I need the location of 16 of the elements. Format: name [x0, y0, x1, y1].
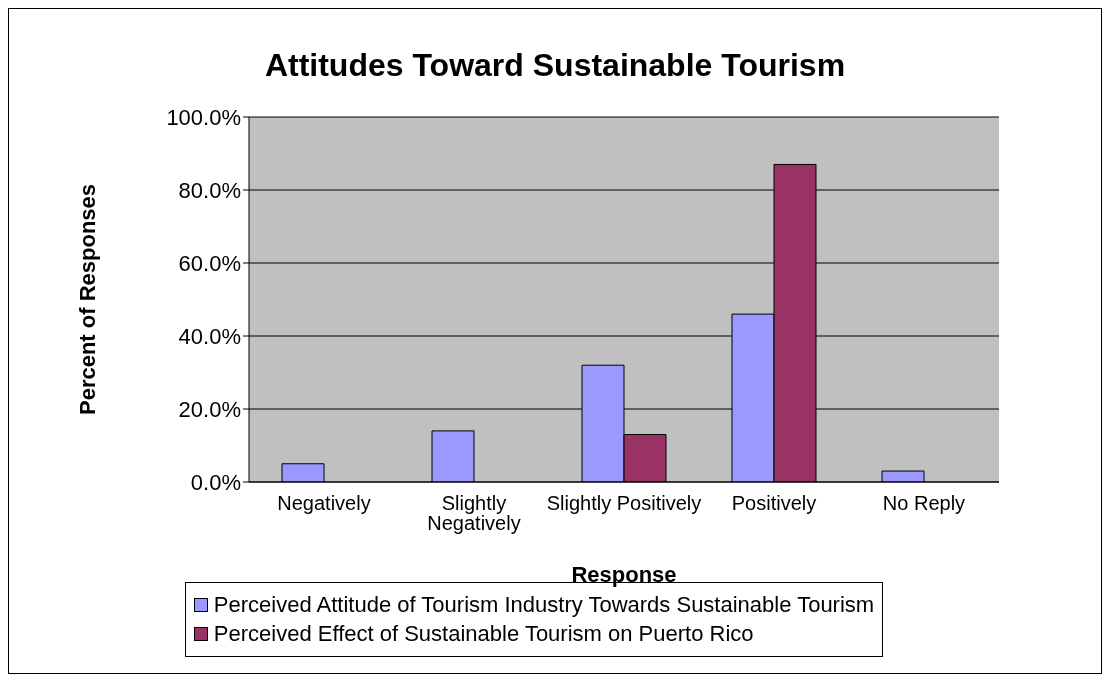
legend-label: Perceived Attitude of Tourism Industry Towards Sustainable Tourism	[213, 592, 875, 618]
x-tick-label: Slightly Positively	[546, 492, 702, 515]
x-axis-title: Response	[571, 562, 677, 587]
y-tick-label: 80.0%	[178, 177, 241, 203]
y-axis-title: Percent of Responses	[74, 183, 100, 416]
legend-label: Perceived Effect of Sustainable Tourism on Puerto Rico	[213, 621, 754, 647]
chart-title: Attitudes Toward Sustainable Tourism	[263, 47, 847, 85]
x-tick-label: Negatively	[277, 492, 371, 515]
x-tick-label: No Reply	[882, 492, 966, 515]
x-tick-label: Positively	[731, 492, 817, 515]
y-tick-label: 0.0%	[190, 469, 241, 495]
y-tick-label: 100.0%	[166, 104, 241, 130]
y-tick-label: 20.0%	[178, 396, 241, 422]
x-tick-label: Slightly Negatively	[427, 492, 521, 535]
y-tick-label: 40.0%	[178, 323, 241, 349]
y-tick-label: 60.0%	[178, 250, 241, 276]
